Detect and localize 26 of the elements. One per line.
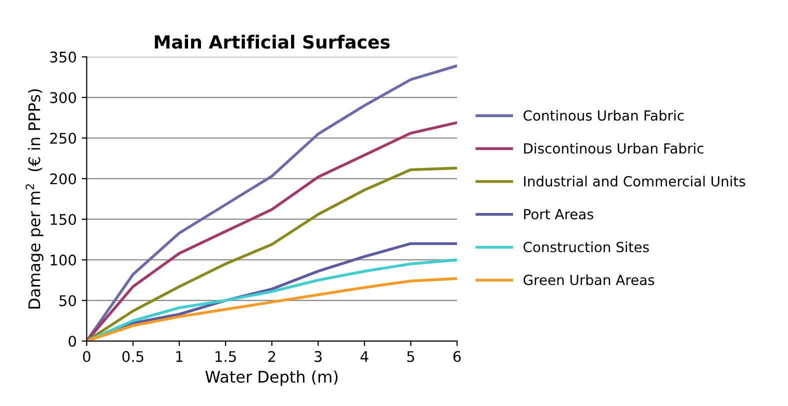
- legend-label: Continous Urban Fabric: [524, 110, 684, 121]
- y-tick-label: 250: [50, 132, 76, 144]
- x-tick-label: 4: [360, 351, 368, 362]
- y-tick-label: 300: [50, 92, 76, 104]
- x-tick-label: 1.5: [216, 351, 236, 362]
- x-tick-label: 0: [83, 351, 90, 362]
- legend-label: Construction Sites: [524, 242, 649, 252]
- x-tick-label: 6: [453, 351, 461, 362]
- y-tick-label: 50: [60, 295, 76, 306]
- y-tick-label: 100: [50, 254, 76, 266]
- chart-title: Main Artificial Surfaces: [154, 34, 390, 49]
- legend-label: Discontinous Urban Fabric: [524, 142, 704, 154]
- y-tick-label: 350: [50, 52, 76, 63]
- x-tick-label: 0.5: [122, 351, 144, 362]
- x-tick-label: 3: [314, 351, 322, 362]
- y-tick-label: 0: [68, 336, 76, 347]
- x-tick-label: 2: [268, 351, 276, 362]
- y-tick-label: 200: [50, 173, 76, 184]
- y-tick-label: 150: [50, 214, 76, 225]
- y-axis-title: Damage per m$^{2}$ (€ in PPPs): [26, 89, 44, 308]
- legend-label: Industrial and Commercial Units: [524, 176, 746, 187]
- x-axis-title: Water Depth (m): [205, 370, 338, 386]
- legend-label: Green Urban Areas: [524, 274, 654, 286]
- x-tick-label: 5: [407, 351, 414, 362]
- x-tick-label: 1: [176, 351, 183, 362]
- legend-label: Port Areas: [524, 209, 594, 220]
